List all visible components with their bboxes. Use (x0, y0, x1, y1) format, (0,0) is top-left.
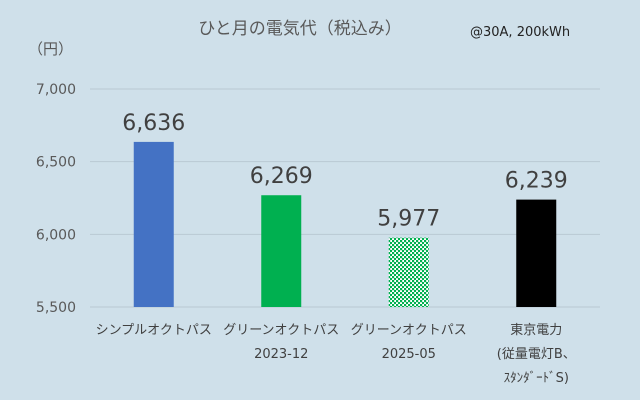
bars (133, 141, 557, 307)
category-label: シンプルオクトパス (96, 323, 212, 338)
category-label: (従量電灯B、 (497, 347, 576, 362)
category-label: グリーンオクトパス (351, 323, 467, 338)
y-tick-label: 6,000 (36, 227, 76, 243)
data-label: 5,977 (377, 207, 440, 232)
category-label: ｽﾀﾝﾀﾞｰﾄﾞS) (504, 371, 569, 386)
data-label: 6,636 (122, 111, 185, 136)
data-label: 6,239 (505, 169, 568, 194)
bar (133, 141, 174, 307)
category-labels: シンプルオクトパス グリーンオクトパス2023-12グリーンオクトパス2025-0… (96, 322, 576, 386)
y-axis-unit: （円） (28, 40, 73, 58)
gridlines (90, 88, 600, 308)
bar (388, 237, 429, 307)
y-tick-labels: 5,500 6,000 6,500 7,000 (36, 82, 76, 316)
data-label: 6,269 (250, 164, 313, 189)
y-tick-label: 5,500 (36, 300, 76, 316)
chart-title: ひと月の電気代（税込み） (198, 19, 402, 39)
y-tick-label: 6,500 (36, 155, 76, 171)
category-label: グリーンオクトパス (223, 323, 339, 338)
category-label: 東京電力 (510, 322, 562, 338)
y-tick-label: 7,000 (36, 82, 76, 98)
category-label: 2025-05 (382, 347, 436, 362)
bar (261, 195, 302, 307)
data-labels: 6,636 6,269 5,977 6,239 (122, 111, 567, 232)
category-label: 2023-12 (254, 347, 308, 362)
chart-note: @30A, 200kWh (470, 25, 570, 40)
bar (516, 199, 557, 307)
